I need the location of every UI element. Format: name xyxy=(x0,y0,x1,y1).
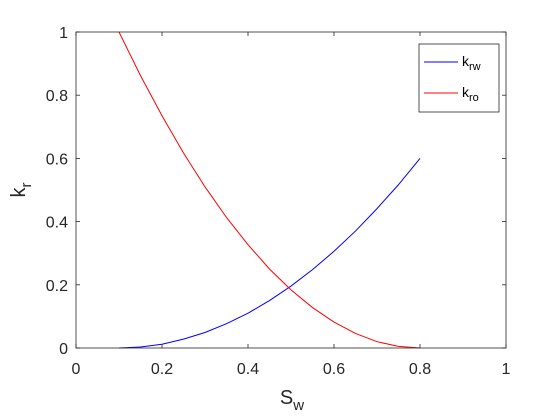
x-tick-label: 0.4 xyxy=(237,361,259,378)
y-tick-label: 1 xyxy=(59,25,68,42)
x-tick-label: 0.6 xyxy=(323,361,345,378)
legend-label-kro: kro xyxy=(462,84,479,104)
y-axis-label-main: k xyxy=(8,187,30,198)
axes-layer: 0 0.2 0.4 0.6 0.8 1 0 0.2 0.4 0.6 0.8 1 xyxy=(46,25,511,378)
x-tick-label: 0.2 xyxy=(151,361,173,378)
legend-label-kro-main: k xyxy=(462,84,470,100)
series-line-krw xyxy=(118,158,421,349)
legend-label-krw-sub: rw xyxy=(469,61,481,73)
y-tick-label: 0.2 xyxy=(46,278,68,295)
y-axis-label-sub: r xyxy=(18,183,35,188)
series-layer xyxy=(118,31,421,349)
x-axis-label-sub: w xyxy=(292,397,304,414)
y-tick-label: 0.6 xyxy=(46,151,68,168)
axes-box xyxy=(75,31,507,349)
series-line-kro xyxy=(118,31,421,349)
x-axis-label: Sw xyxy=(280,387,304,414)
x-tick-label: 1 xyxy=(502,361,511,378)
legend: krw kro xyxy=(418,43,500,113)
axis-labels: Sw kr xyxy=(8,183,304,415)
legend-label-krw-main: k xyxy=(462,53,470,69)
y-tick-label: 0 xyxy=(59,341,68,358)
x-tick-label: 0.8 xyxy=(409,361,431,378)
legend-label-krw: krw xyxy=(462,53,481,73)
x-axis-label-main: S xyxy=(280,387,293,409)
y-tick-label: 0.4 xyxy=(46,215,68,232)
legend-label-kro-sub: ro xyxy=(469,92,479,104)
legend-box xyxy=(418,43,500,113)
y-tick-label: 0.8 xyxy=(46,88,68,105)
y-axis-label: kr xyxy=(8,183,35,198)
x-tick-label: 0 xyxy=(72,361,81,378)
